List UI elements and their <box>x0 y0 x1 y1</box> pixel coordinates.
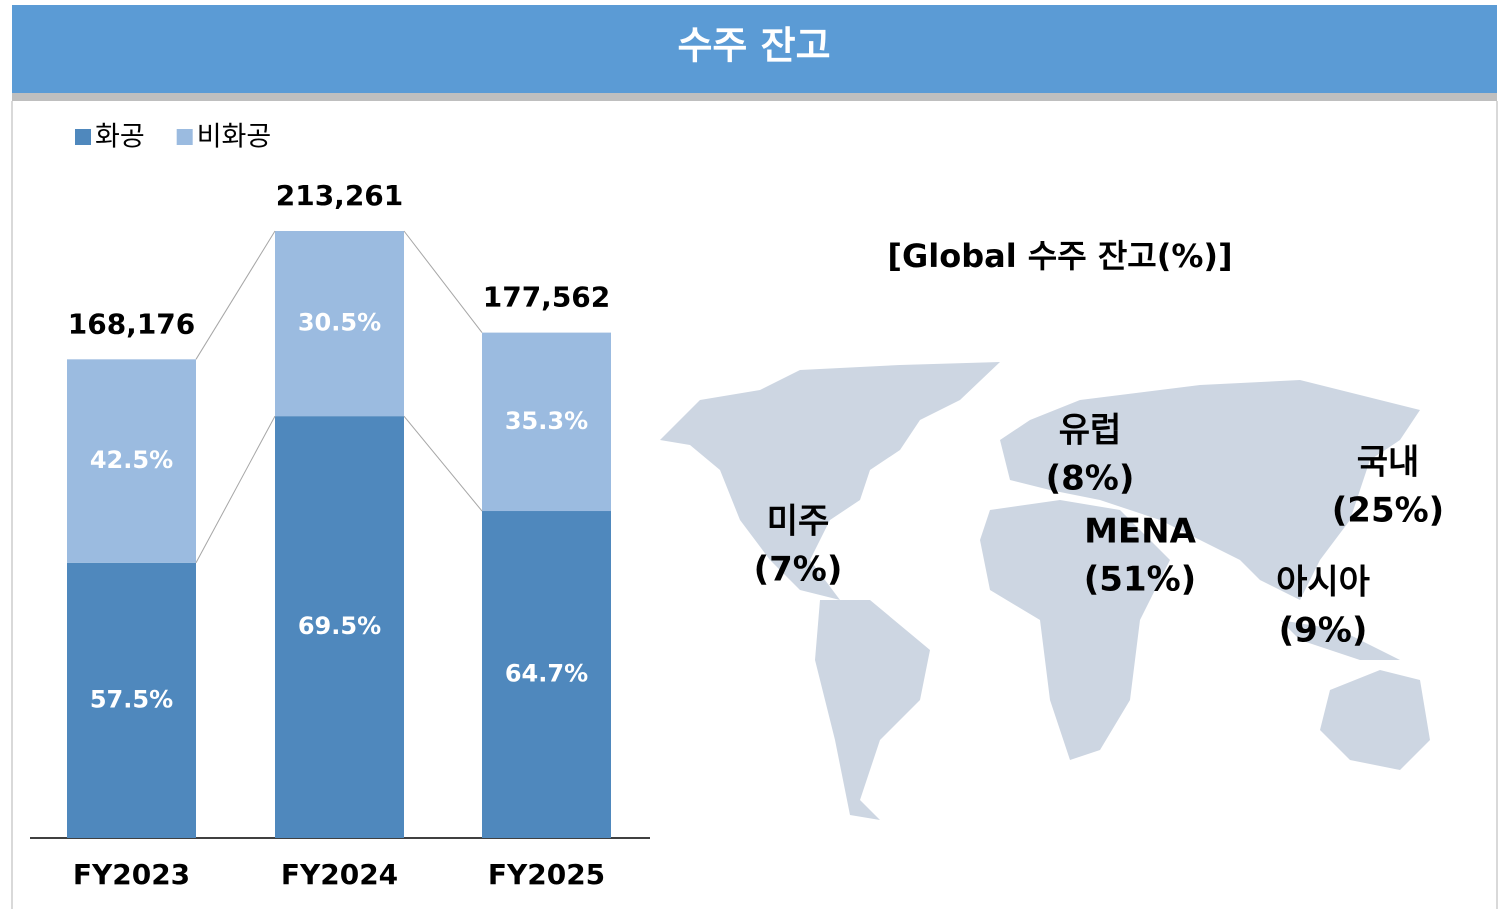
segment-label: 64.7% <box>505 660 588 688</box>
legend-swatch <box>176 129 193 145</box>
connector <box>195 230 276 360</box>
total-label: 213,261 <box>276 179 404 212</box>
x-tick-label: FY2025 <box>488 858 605 891</box>
total-label: 168,176 <box>68 307 196 340</box>
australia <box>1320 670 1430 770</box>
map-title: [Global 수주 잔고(%)] <box>887 237 1232 275</box>
header-bar <box>12 5 1497 93</box>
north-america <box>660 362 1000 600</box>
eurasia <box>1000 380 1420 600</box>
south-america <box>815 600 930 820</box>
segment-label: 69.5% <box>298 612 381 640</box>
legend-label: 비화공 <box>197 122 272 153</box>
region-label: 국내 <box>1357 443 1420 483</box>
africa <box>980 500 1170 760</box>
header-title: 수주 잔고 <box>677 24 830 68</box>
region-label: 아시아 <box>1276 563 1370 603</box>
bar-segment <box>482 332 611 512</box>
x-tick-label: FY2023 <box>73 858 190 891</box>
legend-swatch <box>75 129 91 145</box>
header-strip <box>12 93 1497 101</box>
x-tick-label: FY2024 <box>281 858 398 891</box>
bar-segment <box>67 359 196 563</box>
region-label: 미주 <box>767 502 830 542</box>
bar-segment <box>67 562 196 838</box>
region-share: (8%) <box>1046 459 1135 499</box>
region-label: MENA <box>1084 512 1197 552</box>
bar-segment <box>275 231 404 417</box>
region-share: (25%) <box>1332 491 1444 531</box>
bar-segment <box>482 511 611 838</box>
segment-label: 35.3% <box>505 407 588 435</box>
total-label: 177,562 <box>483 281 611 314</box>
connector <box>403 415 483 512</box>
segment-label: 30.5% <box>298 309 381 337</box>
connector <box>403 230 483 333</box>
connector <box>195 415 276 563</box>
region-label: 유럽 <box>1059 411 1122 451</box>
indonesia <box>1280 620 1400 660</box>
bar-segment <box>275 416 404 838</box>
world-map <box>660 362 1430 820</box>
region-share: (7%) <box>754 550 843 590</box>
region-share: (51%) <box>1084 560 1196 600</box>
region-share: (9%) <box>1279 611 1368 651</box>
segment-label: 57.5% <box>90 685 173 713</box>
legend-label: 화공 <box>95 122 145 153</box>
segment-label: 42.5% <box>90 446 173 474</box>
